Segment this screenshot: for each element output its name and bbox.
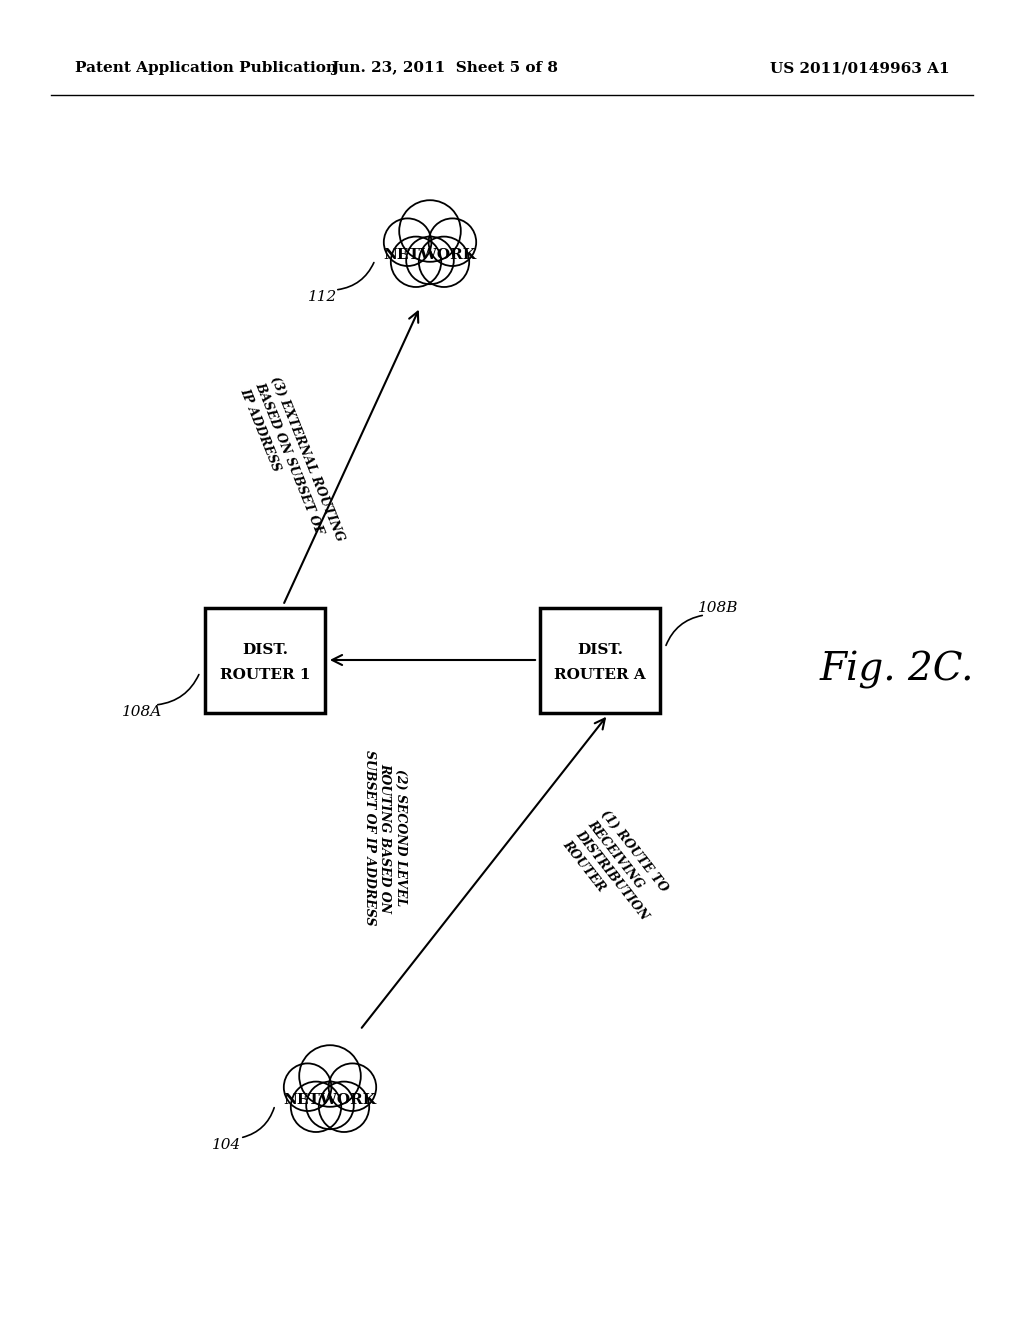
Circle shape	[407, 236, 454, 284]
Text: ROUTER A: ROUTER A	[554, 668, 646, 682]
Text: 108B: 108B	[697, 601, 738, 615]
Text: NETWORK: NETWORK	[284, 1093, 377, 1107]
Text: DIST.: DIST.	[242, 643, 288, 657]
Circle shape	[291, 1081, 341, 1133]
Text: (2) SECOND LEVEL
ROUTING BASED ON
SUBSET OF IP ADDRESS: (2) SECOND LEVEL ROUTING BASED ON SUBSET…	[362, 750, 408, 925]
Circle shape	[318, 1081, 370, 1133]
Text: NETWORK: NETWORK	[384, 248, 476, 261]
Text: 112: 112	[308, 290, 338, 304]
FancyBboxPatch shape	[540, 607, 660, 713]
Circle shape	[429, 218, 476, 267]
Text: Fig. 2C.: Fig. 2C.	[820, 651, 975, 689]
Circle shape	[299, 1045, 360, 1106]
Text: 104: 104	[212, 1138, 242, 1152]
Text: ROUTER 1: ROUTER 1	[220, 668, 310, 682]
Text: DIST.: DIST.	[577, 643, 623, 657]
Text: US 2011/0149963 A1: US 2011/0149963 A1	[770, 61, 950, 75]
Circle shape	[399, 201, 461, 261]
Text: (1) ROUTE TO
RECEIVING
DISTRIBUTION
ROUTER: (1) ROUTE TO RECEIVING DISTRIBUTION ROUT…	[560, 808, 676, 932]
Circle shape	[419, 236, 469, 286]
FancyBboxPatch shape	[205, 607, 325, 713]
Circle shape	[306, 1081, 354, 1129]
Circle shape	[384, 218, 431, 267]
Text: Jun. 23, 2011  Sheet 5 of 8: Jun. 23, 2011 Sheet 5 of 8	[332, 61, 558, 75]
Text: (3) EXTERNAL ROUTING
BASED ON SUBSET OF
IP ADDRESS: (3) EXTERNAL ROUTING BASED ON SUBSET OF …	[238, 375, 346, 556]
Text: Patent Application Publication: Patent Application Publication	[75, 61, 337, 75]
Circle shape	[391, 236, 441, 286]
Text: 108A: 108A	[122, 705, 162, 719]
Circle shape	[284, 1064, 332, 1111]
Circle shape	[329, 1064, 376, 1111]
